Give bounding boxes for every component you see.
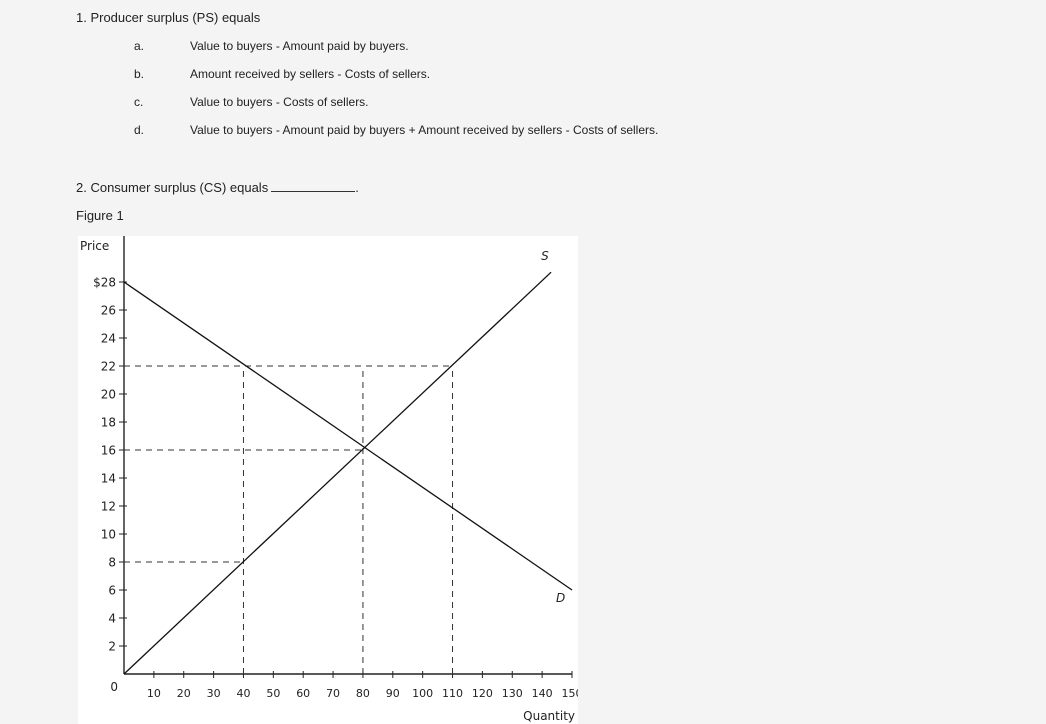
x-tick-label: 110 (442, 687, 463, 700)
chart-svg: PriceQuantity02468101214161820222426$281… (80, 236, 579, 723)
x-tick-label: 50 (266, 687, 280, 700)
x-tick-label: 30 (207, 687, 221, 700)
y-tick-label: 18 (101, 416, 116, 430)
y-tick-label: 26 (101, 304, 116, 318)
demand-curve (123, 281, 573, 591)
y-tick-label: 4 (108, 612, 116, 626)
option-c-letter: c. (134, 95, 144, 109)
answer-blank (271, 180, 356, 192)
question-2-suffix: . (355, 180, 359, 195)
figure-label: Figure 1 (76, 208, 124, 223)
x-axis-label: Quantity (523, 709, 575, 723)
x-tick-label: 20 (177, 687, 191, 700)
y-tick-label: 22 (101, 360, 116, 374)
y-tick-label: 24 (101, 332, 116, 346)
y-tick-label: 6 (108, 584, 116, 598)
x-tick-label: 120 (472, 687, 493, 700)
origin-label: 0 (110, 680, 118, 694)
option-a-text: Value to buyers - Amount paid by buyers. (190, 39, 409, 53)
x-tick-label: 90 (386, 687, 400, 700)
x-tick-label: 40 (236, 687, 250, 700)
question-1-text: 1. Producer surplus (PS) equals (76, 10, 261, 25)
y-tick-label: 2 (108, 640, 116, 654)
x-tick-label: 70 (326, 687, 340, 700)
demand-label: D (556, 591, 565, 605)
x-tick-label: 80 (356, 687, 370, 700)
y-tick-label: 14 (101, 472, 116, 486)
option-d-letter: d. (134, 123, 145, 137)
option-b-text: Amount received by sellers - Costs of se… (190, 67, 431, 81)
y-tick-label: 16 (101, 444, 116, 458)
question-2-text: 2. Consumer surplus (CS) equals (76, 180, 269, 195)
y-tick-label: 8 (108, 556, 116, 570)
y-axis-label: Price (80, 239, 109, 253)
x-tick-label: 10 (147, 687, 161, 700)
option-b-letter: b. (134, 67, 145, 81)
supply-label: S (541, 249, 549, 263)
option-a-letter: a. (134, 39, 145, 53)
y-tick-label: 10 (101, 528, 116, 542)
option-d-text: Value to buyers - Amount paid by buyers … (190, 123, 659, 137)
x-tick-label: 60 (296, 687, 310, 700)
y-tick-label: $28 (93, 276, 116, 290)
option-c-text: Value to buyers - Costs of sellers. (190, 95, 369, 109)
supply-curve (123, 271, 552, 675)
supply-demand-chart: Price Quantity 0 2 4 6 8 10 12 14 16 18 20 22 24 26 $28 1… (78, 236, 578, 724)
question-2: 2. Consumer surplus (CS) equals. (76, 180, 359, 195)
y-tick-label: 12 (101, 500, 116, 514)
x-tick-label: 140 (532, 687, 553, 700)
y-tick-label: 20 (101, 388, 116, 402)
x-tick-label: 100 (412, 687, 433, 700)
x-tick-label: 130 (502, 687, 523, 700)
x-tick-label: 150 (562, 687, 579, 700)
